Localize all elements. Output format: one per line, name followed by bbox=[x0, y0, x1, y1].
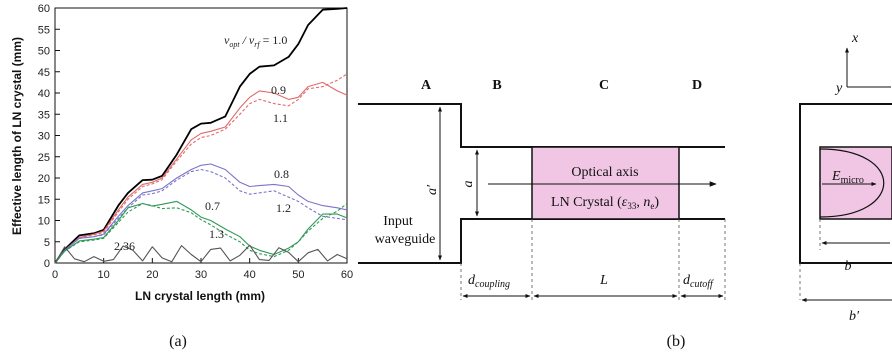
x-axis-label: LN crystal length (mm) bbox=[135, 289, 265, 303]
tick-labels: 0 10 20 30 40 50 60 0 5 10 15 20 25 30 35 40 45 50 55 60 bbox=[38, 3, 353, 281]
b-label: b bbox=[845, 259, 852, 274]
y-tick-label: 60 bbox=[38, 3, 50, 15]
x-tick-label: 0 bbox=[52, 269, 58, 281]
cross-section-crystal bbox=[819, 146, 892, 220]
y-axis-letter: y bbox=[834, 81, 843, 96]
panel-label-b: (b) bbox=[667, 333, 686, 350]
x-tick-label: 30 bbox=[195, 269, 207, 281]
y-tick-label: 40 bbox=[38, 88, 50, 100]
series-line-1-2 bbox=[54, 168, 348, 264]
chart-panel-a: 0 10 20 30 40 50 60 0 5 10 15 20 25 30 35 40 45 50 55 60 LN… bbox=[10, 3, 353, 350]
series-lines bbox=[54, 7, 348, 264]
ratio-label: vopt / vrf = 1.0 bbox=[224, 33, 287, 49]
y-tick-label: 0 bbox=[44, 258, 50, 270]
series-line-2-36 bbox=[54, 244, 348, 264]
cross-section-outer-box bbox=[799, 103, 892, 264]
ln-crystal bbox=[531, 146, 680, 220]
b-prime-label: b′ bbox=[849, 309, 860, 324]
y-tick-label: 5 bbox=[44, 237, 50, 249]
l-label: L bbox=[599, 273, 608, 288]
y-tick-label: 10 bbox=[38, 216, 50, 228]
input-waveguide-label-line1: Input bbox=[383, 214, 413, 229]
x-tick-label: 60 bbox=[341, 269, 353, 281]
y-tick-label: 25 bbox=[38, 152, 50, 164]
y-tick-label: 45 bbox=[38, 67, 50, 79]
cross-section-guides bbox=[799, 219, 821, 300]
x-tick-label: 10 bbox=[98, 269, 110, 281]
series-line-0-9 bbox=[54, 81, 348, 264]
x-tick-label: 20 bbox=[146, 269, 158, 281]
field-profile-curve bbox=[819, 148, 885, 218]
optical-axis-label: Optical axis bbox=[571, 165, 638, 180]
crystal-label: LN Crystal (ε33, ne) bbox=[551, 195, 659, 211]
d-coupling-label: dcoupling bbox=[468, 273, 510, 290]
y-tick-label: 30 bbox=[38, 131, 50, 143]
curve-label-0-9: 0.9 bbox=[271, 83, 286, 97]
curve-label-2-36: 2.36 bbox=[114, 239, 135, 253]
d-cutoff-label: dcutoff bbox=[683, 273, 714, 290]
curve-label-1-1: 1.1 bbox=[273, 111, 288, 125]
y-tick-label: 15 bbox=[38, 194, 50, 206]
series-line-1-0 bbox=[54, 7, 348, 264]
curve-label-0-7: 0.7 bbox=[205, 199, 220, 213]
plot-frame bbox=[54, 7, 348, 264]
y-axis-label: Effective length of LN crystal (mm) bbox=[10, 37, 24, 235]
a-label: a bbox=[461, 181, 476, 188]
dimension-guides bbox=[460, 219, 726, 300]
series-line-0-8 bbox=[54, 163, 348, 264]
a-prime-label: a′ bbox=[425, 184, 440, 195]
section-label-b: B bbox=[492, 78, 501, 93]
x-axis-letter: x bbox=[851, 31, 859, 46]
section-label-c: C bbox=[599, 78, 609, 93]
e-micro-label: Emicro bbox=[831, 169, 864, 186]
x-tick-label: 50 bbox=[292, 269, 304, 281]
series-line-1-1 bbox=[54, 73, 348, 264]
section-label-d: D bbox=[692, 78, 702, 93]
y-tick-label: 20 bbox=[38, 173, 50, 185]
x-tick-label: 40 bbox=[244, 269, 256, 281]
curve-label-1-3: 1.3 bbox=[209, 227, 224, 241]
y-tick-label: 55 bbox=[38, 24, 50, 36]
y-tick-label: 50 bbox=[38, 46, 50, 58]
panel-label-a: (a) bbox=[169, 333, 187, 350]
waveguide-diagram-panel-b: A B C D Optical axis LN Crystal (ε33, ne… bbox=[358, 31, 892, 350]
series-line-1-3 bbox=[54, 202, 348, 264]
section-label-a: A bbox=[421, 78, 432, 93]
curve-label-1-2: 1.2 bbox=[276, 201, 291, 215]
y-tick-label: 35 bbox=[38, 109, 50, 121]
tick-marks bbox=[54, 7, 348, 264]
curve-label-0-8: 0.8 bbox=[274, 167, 289, 181]
input-waveguide-label-line2: waveguide bbox=[375, 232, 436, 247]
waveguide-top-wall bbox=[358, 103, 725, 148]
